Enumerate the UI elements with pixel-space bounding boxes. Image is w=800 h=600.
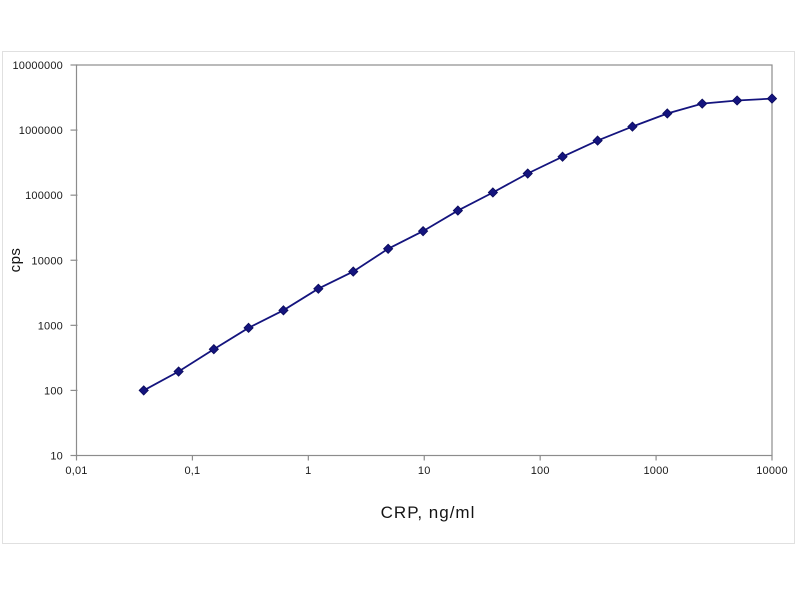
data-point-marker: [138, 385, 149, 396]
y-tick-label: 10000: [31, 255, 63, 267]
y-tick-label: 100000: [25, 190, 63, 202]
x-tick-label: 1: [305, 465, 311, 477]
data-point-marker: [487, 187, 499, 198]
data-point-marker: [382, 243, 394, 254]
y-tick-label: 1000: [38, 320, 63, 332]
data-point-marker: [766, 93, 778, 104]
data-point-marker: [452, 205, 464, 216]
x-axis-title: CRP, ng/ml: [381, 503, 476, 522]
plot-area-border: [75, 64, 773, 457]
data-point-marker: [243, 322, 254, 334]
y-tick-label: 10000000: [12, 60, 63, 72]
x-tick-label: 100: [531, 465, 550, 477]
data-point-marker: [697, 98, 708, 109]
data-point-marker: [417, 225, 429, 237]
x-tick-label: 10: [418, 465, 431, 477]
data-point-marker: [313, 283, 324, 294]
x-tick-label: 10000: [756, 465, 788, 477]
data-point-marker: [278, 305, 289, 316]
y-axis-title: cps: [7, 248, 24, 273]
x-tick-label: 0,1: [184, 465, 200, 477]
y-tick-label: 100: [44, 385, 63, 397]
data-point-marker: [662, 108, 673, 119]
data-point-marker: [627, 121, 638, 132]
x-tick-label: 0,01: [65, 465, 87, 477]
data-point-marker: [348, 266, 359, 277]
y-tick-label: 10: [50, 451, 63, 463]
data-point-marker: [522, 168, 533, 179]
data-point-marker: [557, 151, 568, 162]
data-point-marker: [208, 344, 219, 355]
x-tick-label: 1000: [643, 465, 668, 477]
y-tick-label: 1000000: [19, 125, 63, 137]
data-point-marker: [173, 366, 184, 377]
data-point-marker: [592, 135, 603, 146]
data-point-marker: [731, 95, 743, 106]
